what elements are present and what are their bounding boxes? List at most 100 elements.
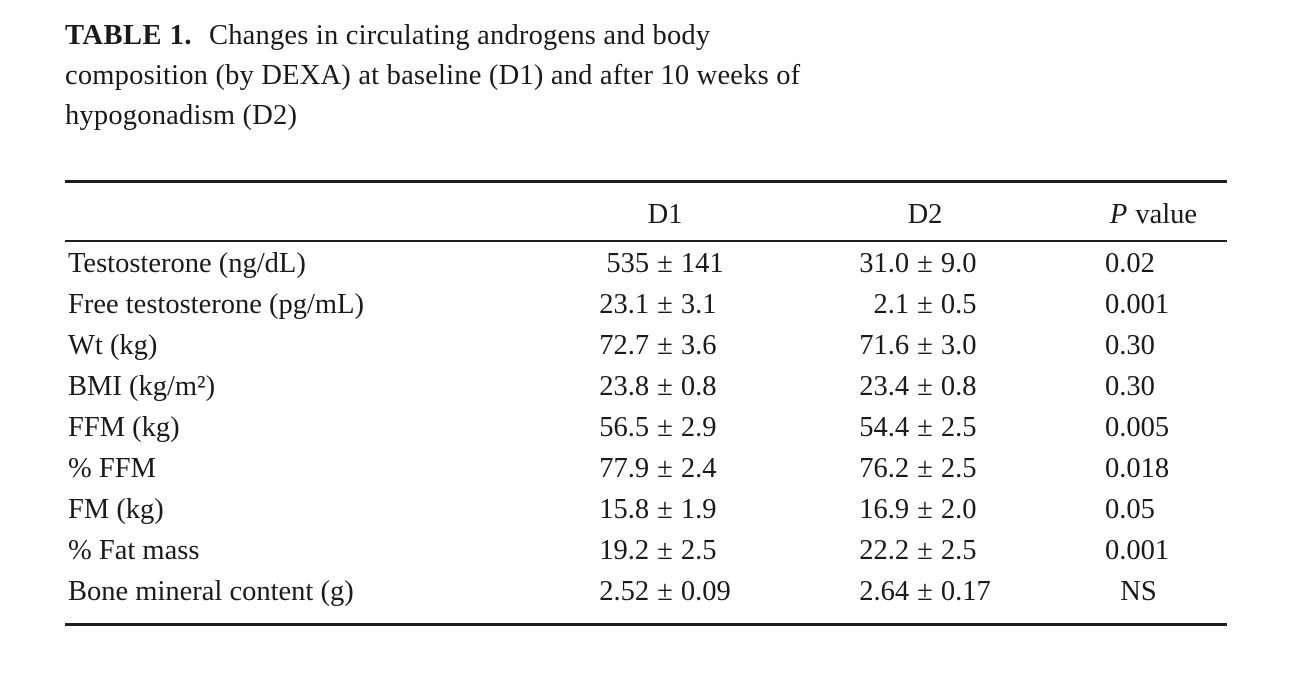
d1-value-cell: 15.8 ±1.9 <box>530 489 800 530</box>
plus-minus-symbol: ± <box>657 248 673 279</box>
d1-value-cell: 77.9 ±2.4 <box>530 448 800 489</box>
d2-value-cell: 71.6 ±3.0 <box>800 325 1050 366</box>
plus-minus-symbol: ± <box>657 494 673 525</box>
row-label-cell: FM (kg) <box>68 494 164 525</box>
mean-value: 535 <box>606 248 650 279</box>
sd-value: 2.5 <box>940 535 977 566</box>
d1-value-cell: 72.7 ±3.6 <box>530 325 800 366</box>
table-row: % Fat mass 19.2 ±2.5 22.2 ±2.5 0.001 <box>65 530 1227 571</box>
plus-minus-symbol: ± <box>657 289 673 320</box>
d1-value-cell: 2.52 ±0.09 <box>530 571 800 612</box>
row-label-cell: Wt (kg) <box>68 330 158 361</box>
mean-value: 23.1 <box>599 289 650 320</box>
plus-minus-symbol: ± <box>657 330 673 361</box>
table-row: BMI (kg/m²) 23.8 ±0.8 23.4 ±0.8 0.30 <box>65 366 1227 407</box>
caption-line-1: TABLE 1. Changes in circulating androgens… <box>65 16 1225 56</box>
plus-minus-symbol: ± <box>917 412 933 443</box>
sd-value: 0.8 <box>940 371 977 402</box>
d2-value-cell: 23.4 ±0.8 <box>800 366 1050 407</box>
column-header-d2: D2 <box>907 198 943 230</box>
d1-value-cell: 19.2 ±2.5 <box>530 530 800 571</box>
table-row: Free testosterone (pg/mL) 23.1 ±3.1 2.1 ±0… <box>65 284 1227 325</box>
mean-value: 22.2 <box>859 535 910 566</box>
top-rule <box>65 180 1227 183</box>
p-value-cell: 0.001 <box>1105 289 1170 320</box>
sd-value: 0.09 <box>680 576 731 607</box>
d1-value-cell: 535 ±141 <box>530 243 800 284</box>
plus-minus-symbol: ± <box>917 289 933 320</box>
sd-value: 0.5 <box>940 289 977 320</box>
plus-minus-symbol: ± <box>657 371 673 402</box>
plus-minus-symbol: ± <box>657 453 673 484</box>
row-label-cell: % Fat mass <box>68 535 200 566</box>
mean-value: 23.4 <box>859 371 910 402</box>
header-rule <box>65 239 1227 242</box>
d2-value-cell: 2.1 ±0.5 <box>800 284 1050 325</box>
table-row: Bone mineral content (g) 2.52 ±0.09 2.64 ±… <box>65 571 1227 612</box>
d2-value-cell: 54.4 ±2.5 <box>800 407 1050 448</box>
p-value-cell: 0.005 <box>1105 412 1170 443</box>
plus-minus-symbol: ± <box>917 535 933 566</box>
plus-minus-symbol: ± <box>917 330 933 361</box>
sd-value: 2.9 <box>680 412 717 443</box>
caption-text-1: Changes in circulating androgens and bod… <box>209 20 711 51</box>
mean-value: 72.7 <box>599 330 650 361</box>
plus-minus-symbol: ± <box>917 453 933 484</box>
sd-value: 2.5 <box>940 453 977 484</box>
plus-minus-symbol: ± <box>917 576 933 607</box>
table-number-label: TABLE 1. <box>65 20 193 51</box>
p-value-cell: 0.05 <box>1105 494 1155 525</box>
row-label-cell: Testosterone (ng/dL) <box>68 248 306 279</box>
p-value-italic-p: P <box>1109 198 1128 230</box>
sd-value: 141 <box>680 248 724 279</box>
sd-value: 0.8 <box>680 371 717 402</box>
d1-value-cell: 23.1 ±3.1 <box>530 284 800 325</box>
plus-minus-symbol: ± <box>657 576 673 607</box>
caption-line-2: composition (by DEXA) at baseline (D1) a… <box>65 60 801 91</box>
plus-minus-symbol: ± <box>657 535 673 566</box>
row-label-cell: BMI (kg/m²) <box>68 371 216 402</box>
d2-value-cell: 2.64 ±0.17 <box>800 571 1050 612</box>
mean-value: 54.4 <box>859 412 910 443</box>
sd-value: 0.17 <box>940 576 991 607</box>
mean-value: 2.1 <box>873 289 910 320</box>
p-value-cell: 0.30 <box>1105 330 1155 361</box>
mean-value: 2.64 <box>859 576 910 607</box>
mean-value: 56.5 <box>599 412 650 443</box>
plus-minus-symbol: ± <box>917 248 933 279</box>
sd-value: 3.6 <box>680 330 717 361</box>
row-label-cell: Free testosterone (pg/mL) <box>68 289 364 320</box>
mean-value: 2.52 <box>599 576 650 607</box>
mean-value: 19.2 <box>599 535 650 566</box>
column-header-d1: D1 <box>647 198 683 230</box>
mean-value: 77.9 <box>599 453 650 484</box>
p-value-cell: NS <box>1120 576 1157 607</box>
p-value-cell: 0.001 <box>1105 535 1170 566</box>
table-body: Testosterone (ng/dL) 535 ±141 31.0 ±9.0 0.… <box>65 242 1227 623</box>
d1-value-cell: 23.8 ±0.8 <box>530 366 800 407</box>
mean-value: 15.8 <box>599 494 650 525</box>
mean-value: 16.9 <box>859 494 910 525</box>
sd-value: 2.5 <box>680 535 717 566</box>
plus-minus-symbol: ± <box>917 371 933 402</box>
table-caption: TABLE 1. Changes in circulating androgens… <box>65 16 1225 136</box>
sd-value: 2.5 <box>940 412 977 443</box>
row-label-cell: FFM (kg) <box>68 412 180 443</box>
mean-value: 76.2 <box>859 453 910 484</box>
p-value-cell: 0.02 <box>1105 248 1155 279</box>
table-row: FM (kg) 15.8 ±1.9 16.9 ±2.0 0.05 <box>65 489 1227 530</box>
mean-value: 23.8 <box>599 371 650 402</box>
table-row: Testosterone (ng/dL) 535 ±141 31.0 ±9.0 0.… <box>65 243 1227 284</box>
p-value-cell: 0.018 <box>1105 453 1170 484</box>
sd-value: 3.1 <box>680 289 717 320</box>
plus-minus-symbol: ± <box>917 494 933 525</box>
row-label-cell: Bone mineral content (g) <box>68 576 354 607</box>
bottom-rule <box>65 623 1227 626</box>
mean-value: 71.6 <box>859 330 910 361</box>
d2-value-cell: 16.9 ±2.0 <box>800 489 1050 530</box>
d2-value-cell: 22.2 ±2.5 <box>800 530 1050 571</box>
